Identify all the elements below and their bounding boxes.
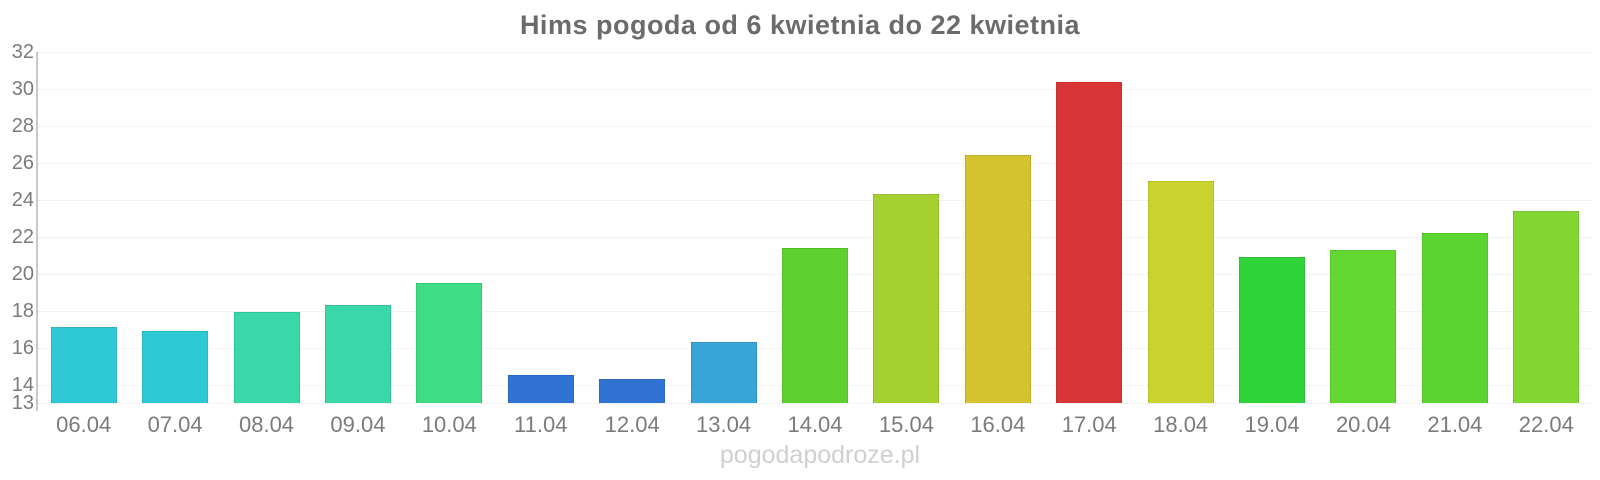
bar-06.04[interactable] [50, 327, 117, 403]
bar-16.04[interactable] [964, 155, 1031, 403]
bar-18.04[interactable] [1147, 181, 1214, 403]
y-tick-label-32: 32 [11, 41, 34, 63]
x-tick-label-07.04: 07.04 [147, 412, 203, 437]
bar-13.04[interactable] [690, 342, 757, 403]
bar-20.04[interactable] [1330, 249, 1397, 403]
x-tick-label-20.04: 20.04 [1335, 412, 1391, 437]
chart-title: Hims pogoda od 6 kwietnia do 22 kwietnia [519, 10, 1081, 40]
gridline-y-22 [38, 236, 1592, 238]
y-tick-label-14: 14 [11, 373, 34, 396]
x-tick-label-08.04: 08.04 [238, 412, 295, 437]
gridline-y-24 [38, 199, 1592, 201]
bar-15.04[interactable] [873, 194, 940, 403]
x-tick-label-13.04: 13.04 [696, 412, 752, 437]
x-tick-label-17.04: 17.04 [1061, 412, 1117, 437]
bar-22.04[interactable] [1513, 210, 1580, 403]
gridline-y-30 [38, 88, 1592, 90]
y-tick-label-16: 16 [11, 336, 34, 359]
x-tick-label-16.04: 16.04 [970, 412, 1026, 437]
x-tick-label-12.04: 12.04 [604, 412, 660, 437]
bar-10.04[interactable] [416, 282, 483, 403]
gridline-y-28 [38, 125, 1592, 127]
y-tick-label-22: 22 [11, 225, 34, 248]
y-tick-label-13: 13 [11, 392, 34, 414]
y-tick-label-18: 18 [11, 299, 34, 322]
y-tick-label-30: 30 [11, 77, 34, 100]
y-tick-label-26: 26 [11, 151, 34, 174]
gridline-y-26 [38, 162, 1592, 164]
gridline-y-13 [38, 403, 1592, 404]
bar-11.04[interactable] [507, 375, 574, 403]
bar-17.04[interactable] [1056, 81, 1123, 403]
bar-09.04[interactable] [324, 305, 391, 403]
y-tick-label-24: 24 [11, 188, 34, 211]
bar-21.04[interactable] [1421, 233, 1488, 403]
x-tick-label-21.04: 21.04 [1427, 412, 1483, 437]
x-tick-label-09.04: 09.04 [330, 412, 386, 437]
gridline-y-32 [38, 52, 1592, 53]
x-tick-label-22.04: 22.04 [1518, 412, 1574, 437]
x-tick-label-14.04: 14.04 [787, 412, 843, 437]
x-tick-label-10.04: 10.04 [421, 412, 477, 437]
y-axis-line [36, 52, 38, 411]
bar-07.04[interactable] [142, 330, 209, 403]
bar-12.04[interactable] [599, 378, 666, 403]
bar-19.04[interactable] [1239, 257, 1306, 403]
watermark: pogodapodroze.pl [719, 441, 921, 469]
y-tick-label-28: 28 [11, 114, 34, 137]
x-tick-label-15.04: 15.04 [878, 412, 934, 437]
bar-14.04[interactable] [782, 247, 848, 403]
x-tick-label-06.04: 06.04 [56, 412, 112, 437]
bar-08.04[interactable] [233, 312, 300, 403]
y-tick-label-20: 20 [11, 262, 34, 285]
x-tick-label-18.04: 18.04 [1153, 412, 1209, 437]
x-tick-label-11.04: 11.04 [514, 412, 568, 437]
x-tick-label-19.04: 19.04 [1244, 412, 1300, 437]
